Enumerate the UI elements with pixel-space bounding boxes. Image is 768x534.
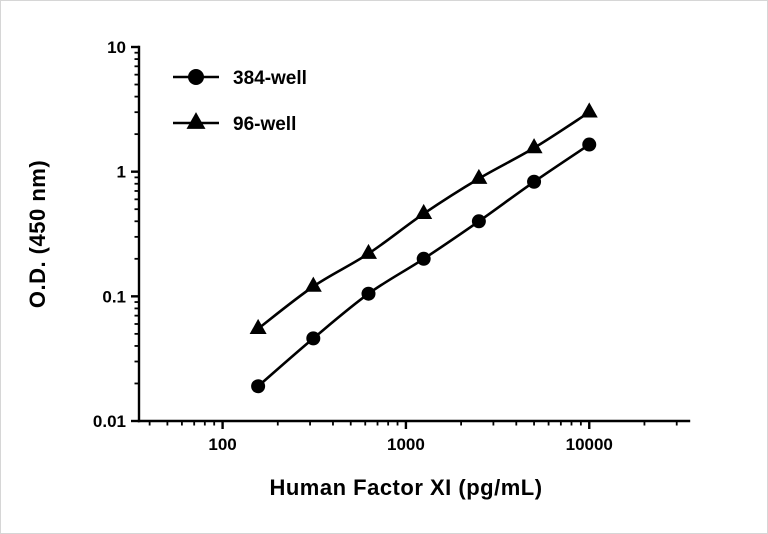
legend-item-384-well: 384-well bbox=[173, 68, 307, 89]
y-axis-tick-labels: 0.01 0.1 1 10 bbox=[93, 38, 126, 431]
series-markers bbox=[251, 137, 597, 394]
circle-marker bbox=[471, 214, 486, 229]
triangle-marker bbox=[304, 276, 322, 292]
triangle-marker bbox=[249, 318, 267, 334]
x-axis-tick-labels: 100 1000 10000 bbox=[208, 435, 612, 454]
x-tick-label: 100 bbox=[208, 435, 236, 454]
series-384-well bbox=[251, 137, 597, 394]
circle-marker bbox=[361, 286, 376, 301]
axes bbox=[137, 45, 691, 423]
circle-marker bbox=[306, 331, 321, 346]
x-axis-title: Human Factor XI (pg/mL) bbox=[269, 475, 542, 500]
legend: 384-well 96-well bbox=[173, 68, 307, 135]
circle-marker bbox=[251, 379, 266, 394]
triangle-marker bbox=[580, 102, 598, 118]
triangle-marker bbox=[186, 112, 206, 129]
x-axis-ticks bbox=[148, 421, 678, 429]
legend-item-96-well: 96-well bbox=[173, 112, 296, 135]
triangle-marker bbox=[415, 203, 433, 219]
y-tick-label: 0.1 bbox=[102, 287, 126, 306]
circle-marker bbox=[582, 137, 597, 152]
triangle-marker bbox=[359, 243, 377, 259]
circle-marker bbox=[416, 251, 431, 266]
legend-label: 96-well bbox=[233, 114, 296, 135]
x-tick-label: 1000 bbox=[387, 435, 425, 454]
series-markers bbox=[249, 102, 598, 334]
y-axis-title: O.D. (450 nm) bbox=[25, 160, 50, 308]
triangle-marker bbox=[470, 168, 488, 184]
x-tick-label: 10000 bbox=[566, 435, 613, 454]
y-tick-label: 0.01 bbox=[93, 412, 126, 431]
triangle-marker bbox=[525, 138, 543, 154]
series-96-well bbox=[249, 102, 598, 334]
circle-marker bbox=[188, 69, 204, 85]
y-tick-label: 1 bbox=[117, 163, 126, 182]
circle-marker bbox=[527, 174, 542, 189]
y-tick-label: 10 bbox=[107, 38, 126, 57]
y-axis-ticks bbox=[131, 45, 139, 423]
series-line bbox=[257, 111, 591, 330]
legend-label: 384-well bbox=[233, 68, 307, 89]
